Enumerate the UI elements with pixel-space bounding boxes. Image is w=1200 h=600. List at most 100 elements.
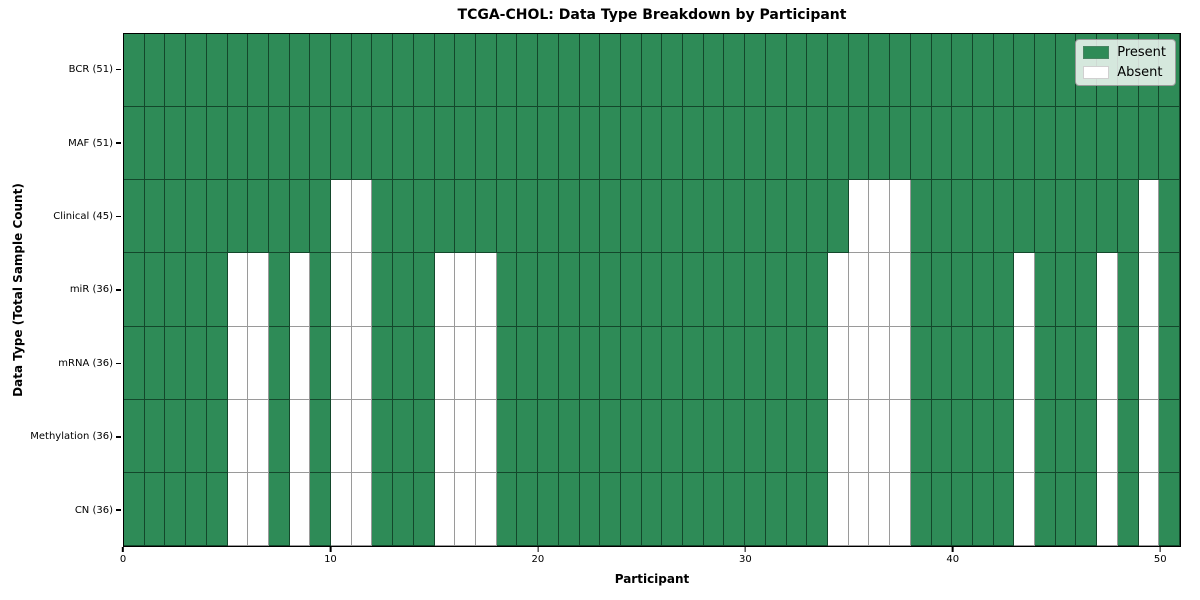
cell-mRNA-18 (496, 326, 518, 400)
cell-CN-16 (455, 472, 476, 546)
cell-MAF-42 (993, 107, 1015, 181)
cell-Clinical-31 (765, 180, 787, 254)
cell-MAF-18 (496, 107, 518, 181)
cell-Methylation-1 (144, 399, 166, 473)
x-tick-20: 20 (532, 547, 544, 565)
cell-MAF-43 (1014, 107, 1036, 181)
cell-Clinical-22 (579, 180, 601, 254)
legend-swatch-absent (1083, 66, 1110, 79)
cell-Methylation-16 (455, 399, 476, 473)
cell-MAF-33 (807, 107, 828, 181)
cell-mRNA-17 (476, 326, 497, 400)
y-tick-label: mRNA (36) (58, 357, 113, 369)
cell-miR-21 (558, 253, 580, 327)
cell-mRNA-20 (538, 326, 559, 400)
legend-label: Present (1117, 45, 1166, 60)
cell-Clinical-10 (331, 180, 352, 254)
cell-CN-46 (1076, 472, 1098, 546)
cell-Clinical-11 (351, 180, 373, 254)
cell-Methylation-2 (165, 399, 187, 473)
y-tick-label: CN (36) (74, 504, 113, 516)
cell-mRNA-25 (641, 326, 663, 400)
cell-mRNA-50 (1159, 326, 1180, 400)
cell-mRNA-4 (206, 326, 228, 400)
cell-miR-49 (1138, 253, 1160, 327)
cell-CN-4 (206, 472, 228, 546)
cell-Methylation-21 (558, 399, 580, 473)
cell-mRNA-49 (1138, 326, 1160, 400)
cell-MAF-40 (952, 107, 973, 181)
cell-Methylation-44 (1035, 399, 1056, 473)
cell-MAF-2 (165, 107, 187, 181)
y-tick-label: BCR (51) (68, 64, 113, 76)
cell-miR-9 (310, 253, 332, 327)
cell-BCR-37 (890, 34, 911, 108)
cell-Methylation-6 (248, 399, 269, 473)
cell-Methylation-30 (745, 399, 766, 473)
cell-miR-17 (476, 253, 497, 327)
cell-Clinical-34 (828, 180, 849, 254)
cell-BCR-5 (227, 34, 249, 108)
cell-miR-8 (289, 253, 311, 327)
cell-miR-50 (1159, 253, 1180, 327)
cell-mRNA-42 (993, 326, 1015, 400)
cell-CN-20 (538, 472, 559, 546)
cell-BCR-32 (786, 34, 808, 108)
cell-Methylation-34 (828, 399, 849, 473)
cell-BCR-28 (703, 34, 725, 108)
cell-Methylation-12 (372, 399, 394, 473)
cell-MAF-38 (910, 107, 932, 181)
cell-CN-3 (186, 472, 207, 546)
y-tick-mark (116, 215, 121, 218)
cell-mRNA-1 (144, 326, 166, 400)
cell-CN-36 (869, 472, 891, 546)
cell-miR-33 (807, 253, 828, 327)
cell-MAF-1 (144, 107, 166, 181)
cell-CN-12 (372, 472, 394, 546)
cell-Clinical-30 (745, 180, 766, 254)
cell-Methylation-23 (600, 399, 621, 473)
cell-mRNA-46 (1076, 326, 1098, 400)
x-tick-label: 10 (324, 554, 337, 565)
x-tick-mark (122, 547, 124, 552)
cell-mRNA-33 (807, 326, 828, 400)
cell-miR-42 (993, 253, 1015, 327)
cell-miR-41 (972, 253, 994, 327)
cell-MAF-9 (310, 107, 332, 181)
cell-miR-23 (600, 253, 621, 327)
cell-MAF-19 (517, 107, 539, 181)
cell-Clinical-42 (993, 180, 1015, 254)
legend: Present Absent (1075, 39, 1176, 86)
cell-BCR-34 (828, 34, 849, 108)
cell-Methylation-41 (972, 399, 994, 473)
cell-Methylation-43 (1014, 399, 1036, 473)
cell-Methylation-37 (890, 399, 911, 473)
x-axis-tick-labels: 0 10 20 30 40 50 (120, 547, 1181, 577)
cell-Clinical-14 (413, 180, 435, 254)
cell-Methylation-45 (1055, 399, 1077, 473)
cell-mRNA-43 (1014, 326, 1036, 400)
cell-MAF-45 (1055, 107, 1077, 181)
cell-miR-18 (496, 253, 518, 327)
y-axis-tick-labels: BCR (51) MAF (51) Clinical (45) miR (36) mRN… (0, 33, 121, 547)
y-tick-mark (116, 436, 121, 438)
cell-mRNA-45 (1055, 326, 1077, 400)
cell-CN-29 (724, 472, 746, 546)
cell-Methylation-32 (786, 399, 808, 473)
cell-Methylation-10 (331, 399, 352, 473)
cell-miR-25 (641, 253, 663, 327)
y-tick-mark (116, 362, 121, 365)
y-tick-miR: miR (36) (0, 253, 121, 326)
cell-CN-32 (786, 472, 808, 546)
cell-BCR-1 (144, 34, 166, 108)
cell-Clinical-43 (1014, 180, 1036, 254)
cell-miR-12 (372, 253, 394, 327)
cell-BCR-9 (310, 34, 332, 108)
cell-MAF-4 (206, 107, 228, 181)
cell-CN-14 (413, 472, 435, 546)
cell-BCR-13 (393, 34, 414, 108)
cell-BCR-24 (620, 34, 642, 108)
cell-BCR-30 (745, 34, 766, 108)
cell-MAF-14 (413, 107, 435, 181)
